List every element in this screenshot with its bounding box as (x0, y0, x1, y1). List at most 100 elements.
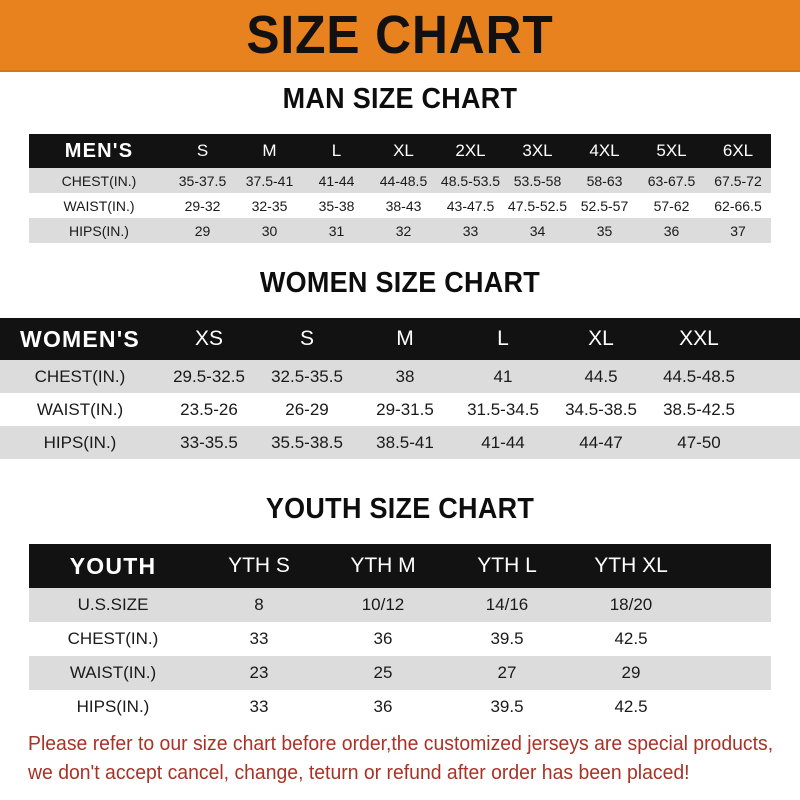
men-table-block: MEN'S S M L XL 2XL 3XL 4XL 5XL 6XL CHEST… (0, 134, 800, 243)
men-size-table: MEN'S S M L XL 2XL 3XL 4XL 5XL 6XL CHEST… (29, 134, 771, 243)
table-cell: 33 (197, 690, 321, 724)
table-cell: 34.5-38.5 (552, 393, 650, 426)
table-cell: 35-38 (303, 193, 370, 218)
women-size-empty (748, 318, 800, 360)
table-cell: 23.5-26 (160, 393, 258, 426)
table-cell (693, 622, 771, 656)
table-cell (748, 393, 800, 426)
men-size-l: L (303, 134, 370, 168)
table-cell: 31.5-34.5 (454, 393, 552, 426)
table-row: HIPS(IN.) 33 36 39.5 42.5 (29, 690, 771, 724)
women-row-label-hips: HIPS(IN.) (0, 426, 160, 459)
table-cell: 29 (169, 218, 236, 243)
youth-row-label-chest: CHEST(IN.) (29, 622, 197, 656)
men-size-xl: XL (370, 134, 437, 168)
youth-table-block: YOUTH YTH S YTH M YTH L YTH XL U.S.SIZE … (0, 544, 800, 724)
table-cell: 44-47 (552, 426, 650, 459)
women-size-table: WOMEN'S XS S M L XL XXL CHEST(IN.) 29.5-… (0, 318, 800, 459)
table-row: CHEST(IN.) 29.5-32.5 32.5-35.5 38 41 44.… (0, 360, 800, 393)
table-cell: 57-62 (638, 193, 705, 218)
table-cell: 30 (236, 218, 303, 243)
table-cell (693, 656, 771, 690)
youth-size-xl: YTH XL (569, 544, 693, 588)
women-size-xl: XL (552, 318, 650, 360)
women-size-l: L (454, 318, 552, 360)
women-row-label-chest: CHEST(IN.) (0, 360, 160, 393)
women-header-label: WOMEN'S (0, 318, 160, 360)
page-banner: SIZE CHART (0, 0, 800, 72)
table-row: U.S.SIZE 8 10/12 14/16 18/20 (29, 588, 771, 622)
men-header-label: MEN'S (29, 134, 169, 168)
men-size-4xl: 4XL (571, 134, 638, 168)
table-row: WAIST(IN.) 29-32 32-35 35-38 38-43 43-47… (29, 193, 771, 218)
men-size-s: S (169, 134, 236, 168)
page-title: SIZE CHART (246, 5, 554, 65)
table-cell: 36 (321, 690, 445, 724)
table-cell: 29 (569, 656, 693, 690)
youth-size-l: YTH L (445, 544, 569, 588)
table-cell: 47.5-52.5 (504, 193, 571, 218)
men-row-label-chest: CHEST(IN.) (29, 168, 169, 193)
table-cell: 35.5-38.5 (258, 426, 356, 459)
table-cell: 33 (437, 218, 504, 243)
men-size-m: M (236, 134, 303, 168)
table-cell: 38-43 (370, 193, 437, 218)
table-cell: 35-37.5 (169, 168, 236, 193)
table-cell: 67.5-72 (705, 168, 771, 193)
youth-row-label-hips: HIPS(IN.) (29, 690, 197, 724)
table-cell: 27 (445, 656, 569, 690)
women-table-block: WOMEN'S XS S M L XL XXL CHEST(IN.) 29.5-… (0, 318, 800, 459)
men-size-5xl: 5XL (638, 134, 705, 168)
table-cell: 44-48.5 (370, 168, 437, 193)
women-row-label-waist: WAIST(IN.) (0, 393, 160, 426)
table-cell: 62-66.5 (705, 193, 771, 218)
table-cell: 48.5-53.5 (437, 168, 504, 193)
table-cell: 32 (370, 218, 437, 243)
footer-disclaimer: Please refer to our size chart before or… (28, 730, 773, 788)
men-size-3xl: 3XL (504, 134, 571, 168)
table-cell: 29-31.5 (356, 393, 454, 426)
men-row-label-hips: HIPS(IN.) (29, 218, 169, 243)
table-row: HIPS(IN.) 33-35.5 35.5-38.5 38.5-41 41-4… (0, 426, 800, 459)
youth-row-label-us-size: U.S.SIZE (29, 588, 197, 622)
youth-header-label: YOUTH (29, 544, 197, 588)
table-cell: 63-67.5 (638, 168, 705, 193)
table-cell: 18/20 (569, 588, 693, 622)
table-cell: 47-50 (650, 426, 748, 459)
table-cell: 25 (321, 656, 445, 690)
youth-section-title: YOUTH SIZE CHART (265, 493, 535, 525)
table-cell (693, 690, 771, 724)
men-section-title: MAN SIZE CHART (282, 83, 518, 115)
women-table-header-row: WOMEN'S XS S M L XL XXL (0, 318, 800, 360)
table-cell: 10/12 (321, 588, 445, 622)
table-cell: 23 (197, 656, 321, 690)
table-cell (748, 360, 800, 393)
youth-size-empty (693, 544, 771, 588)
table-cell: 29-32 (169, 193, 236, 218)
women-size-m: M (356, 318, 454, 360)
women-size-s: S (258, 318, 356, 360)
table-cell: 26-29 (258, 393, 356, 426)
table-cell: 32-35 (236, 193, 303, 218)
table-cell: 8 (197, 588, 321, 622)
table-cell: 52.5-57 (571, 193, 638, 218)
youth-size-m: YTH M (321, 544, 445, 588)
table-cell: 42.5 (569, 622, 693, 656)
table-cell: 42.5 (569, 690, 693, 724)
table-cell: 36 (321, 622, 445, 656)
men-size-6xl: 6XL (705, 134, 771, 168)
table-row: CHEST(IN.) 33 36 39.5 42.5 (29, 622, 771, 656)
table-cell: 43-47.5 (437, 193, 504, 218)
table-cell: 29.5-32.5 (160, 360, 258, 393)
table-cell: 33 (197, 622, 321, 656)
table-cell: 32.5-35.5 (258, 360, 356, 393)
table-cell: 53.5-58 (504, 168, 571, 193)
table-cell (693, 588, 771, 622)
women-size-xs: XS (160, 318, 258, 360)
table-cell: 36 (638, 218, 705, 243)
table-cell: 31 (303, 218, 370, 243)
table-cell: 14/16 (445, 588, 569, 622)
table-cell: 37 (705, 218, 771, 243)
table-row: WAIST(IN.) 23.5-26 26-29 29-31.5 31.5-34… (0, 393, 800, 426)
